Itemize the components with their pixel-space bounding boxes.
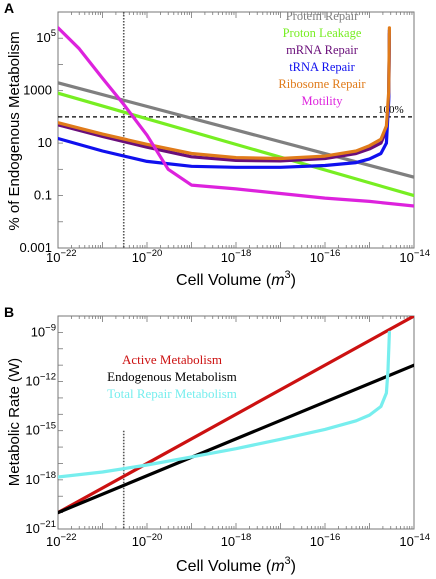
panel-b-frame xyxy=(57,315,415,530)
panel-b-letter: B xyxy=(4,304,14,320)
panel-b-y-tick-labels: 10−21 10−18 10−15 10−12 10−9 xyxy=(25,322,56,536)
legend-entry-ribosome-repair: Ribosome Repair xyxy=(278,77,366,91)
legend-entry-endogenous-metabolism: Endogenous Metabolism xyxy=(107,369,237,384)
x-tick-label: 10−16 xyxy=(310,532,341,549)
panel-b-x-tick-labels: 10−22 10−20 10−18 10−16 10−14 xyxy=(46,532,430,549)
series-line-protein-repair xyxy=(58,81,414,179)
x-tick-label: 10−18 xyxy=(221,532,252,549)
panel-b-series xyxy=(58,316,414,515)
y-tick-label: 1000 xyxy=(23,83,52,98)
panel-a-y-axis-label: % of Endogenous Metabolism xyxy=(6,31,23,230)
panel-a-y-tick-labels: 0.001 0.1 10 1000 105 xyxy=(19,28,56,255)
series-line-total-repair-metabolism xyxy=(58,330,391,479)
legend-entry-trna-repair: tRNA Repair xyxy=(289,60,355,74)
series-line-motility xyxy=(58,26,414,208)
panel-a: A 100% Protein Repair Proton Leakage mRNA … xyxy=(4,0,430,289)
x-tick-label: 10−18 xyxy=(221,248,252,265)
x-tick-label: 10−20 xyxy=(132,248,163,265)
y-tick-label: 10−15 xyxy=(25,421,56,438)
panel-b-x-axis-label: Cell Volume (m3) xyxy=(176,555,296,575)
x-tick-label: 10−14 xyxy=(399,532,430,549)
x-tick-label: 10−14 xyxy=(399,248,430,265)
panel-a-reference-line: 100% xyxy=(58,104,414,118)
y-tick-label: 10−12 xyxy=(25,372,56,389)
series-line-proton-leakage xyxy=(58,91,414,198)
panel-a-series xyxy=(58,26,414,208)
legend-entry-protein-repair: Protein Repair xyxy=(286,9,359,23)
legend-entry-active-metabolism: Active Metabolism xyxy=(122,352,222,367)
x-tick-label: 10−16 xyxy=(310,248,341,265)
x-tick-label: 10−20 xyxy=(132,532,163,549)
panel-a-x-tick-labels: 10−22 10−20 10−18 10−16 10−14 xyxy=(46,248,430,265)
y-tick-label: 10 xyxy=(38,135,52,150)
x-tick-label: 10−22 xyxy=(46,248,77,265)
series-line-endogenous-metabolism xyxy=(58,363,414,515)
panel-a-legend: Protein Repair Proton Leakage mRNA Repair t… xyxy=(278,9,366,108)
panel-b-legend: Active Metabolism Endogenous Metabolism To… xyxy=(107,352,237,401)
panel-a-letter: A xyxy=(4,0,14,16)
reference-line-label: 100% xyxy=(378,104,404,116)
series-line-trna-repair xyxy=(58,28,391,169)
panel-b-y-axis-label: Metabolic Rate (W) xyxy=(6,358,23,486)
y-tick-label: 0.001 xyxy=(19,240,52,255)
y-tick-label: 10−18 xyxy=(25,470,56,487)
legend-entry-mrna-repair: mRNA Repair xyxy=(286,43,359,57)
legend-entry-total-repair-metabolism: Total Repair Metabolism xyxy=(107,386,237,401)
series-line-ribosome-repair xyxy=(58,26,391,161)
y-tick-label: 10−21 xyxy=(25,519,56,536)
panel-a-x-axis-label: Cell Volume (m3) xyxy=(176,269,296,289)
x-tick-label: 10−22 xyxy=(46,532,77,549)
legend-entry-motility: Motility xyxy=(302,94,344,108)
y-tick-label: 0.1 xyxy=(34,188,52,203)
panel-a-ticks xyxy=(57,11,413,249)
legend-entry-proton-leakage: Proton Leakage xyxy=(283,26,362,40)
y-tick-label: 10−9 xyxy=(31,322,56,339)
series-line-active-metabolism xyxy=(58,316,414,515)
panel-b: B Active Metabolism Endogenous Metabolism… xyxy=(4,304,430,575)
y-tick-label: 105 xyxy=(36,28,56,45)
